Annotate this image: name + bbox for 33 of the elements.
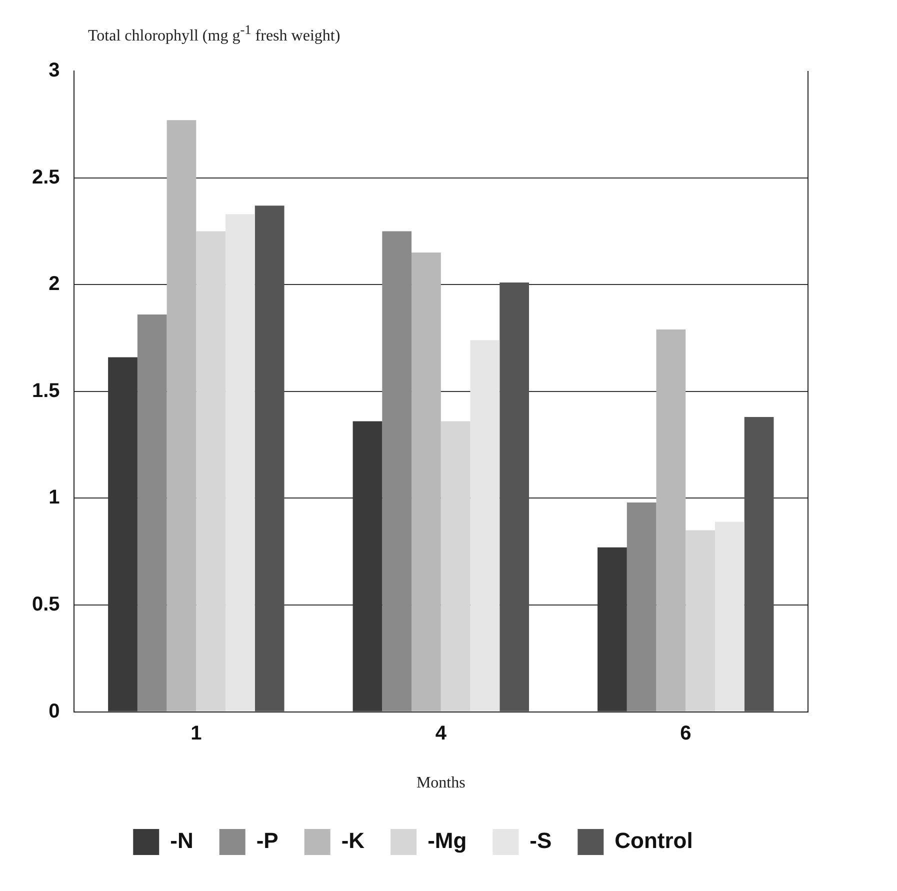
bar — [440, 422, 470, 712]
bar — [656, 330, 686, 712]
y-axis-title: Total chlorophyll (mg g$^{-1}$ fresh weight) — [88, 22, 342, 46]
bar — [137, 314, 167, 712]
bar — [254, 206, 284, 712]
bar — [715, 522, 744, 712]
x-tick-label: 1 — [190, 722, 202, 745]
y-tick-label: 2 — [48, 273, 60, 296]
y-tick-label: 0 — [48, 700, 60, 723]
y-tick-label: 3 — [48, 60, 60, 82]
y-tick-label: 1.5 — [32, 380, 60, 402]
bar — [412, 252, 441, 712]
bar — [470, 340, 500, 712]
legend-label: -N — [170, 828, 194, 854]
bar — [382, 232, 412, 712]
bar — [626, 502, 656, 712]
bar — [686, 530, 715, 712]
bar — [500, 282, 530, 712]
bar — [226, 214, 255, 712]
y-tick-label: 0.5 — [32, 594, 60, 616]
y-tick-label: 1 — [48, 487, 60, 510]
y-tick-label: 2.5 — [32, 166, 60, 189]
x-axis-title: Months — [416, 774, 466, 792]
x-tick-label: 6 — [680, 722, 692, 745]
legend-label: -P — [256, 828, 278, 854]
legend-label: -K — [341, 828, 365, 854]
x-tick-label: 4 — [435, 722, 448, 745]
bar — [744, 417, 774, 712]
legend-label: -Mg — [428, 828, 467, 854]
legend-label: Control — [614, 828, 693, 854]
legend-label: -S — [530, 828, 552, 854]
bar — [166, 120, 196, 712]
bar — [196, 232, 226, 712]
